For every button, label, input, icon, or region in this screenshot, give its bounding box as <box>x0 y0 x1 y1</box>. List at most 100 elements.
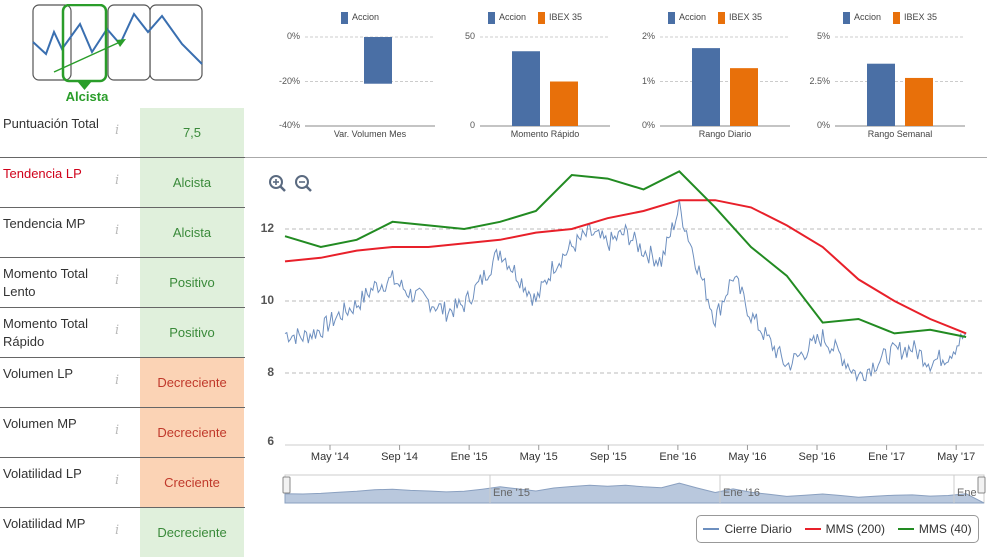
x-tick-label: Ene '15 <box>450 451 488 463</box>
series-line-0[interactable] <box>284 199 967 383</box>
info-icon[interactable]: i <box>115 273 120 288</box>
y-tick-label: 0% <box>816 120 830 130</box>
metric-value: Alcista <box>140 208 244 257</box>
legend-swatch <box>340 12 348 24</box>
chart-legend: Cierre Diario MMS (200) MMS (40) <box>696 515 979 543</box>
series-line-2[interactable] <box>284 170 967 338</box>
legend-item[interactable]: Accion <box>487 12 526 24</box>
info-icon[interactable]: i <box>115 223 120 238</box>
legend-item-mms40[interactable]: MMS (40) <box>897 522 972 536</box>
y-tick-label: -20% <box>278 75 300 86</box>
y-tick-label: 0% <box>286 31 300 41</box>
category-label: Rango Diario <box>698 129 752 139</box>
info-icon[interactable]: i <box>115 523 120 538</box>
metric-label: Volatilidad LP <box>3 466 82 481</box>
legend-item[interactable]: IBEX 35 <box>892 12 938 24</box>
metric-value: Positivo <box>140 258 244 307</box>
category-label: Var. Volumen Mes <box>333 129 407 139</box>
metric-value: Decreciente <box>140 508 244 557</box>
y-tick-label: 2% <box>641 31 655 41</box>
legend-line-swatch <box>897 528 914 530</box>
trend-label: Alcista <box>65 89 109 104</box>
metric-row: Volatilidad MP i Decreciente <box>0 508 245 558</box>
metric-value: Positivo <box>140 308 244 357</box>
navigator-area <box>284 482 985 504</box>
trend-logo <box>32 4 203 90</box>
bar[interactable] <box>512 51 540 126</box>
bar[interactable] <box>905 77 933 126</box>
metric-label: Momento Total Lento <box>3 266 89 299</box>
metric-label: Volatilidad MP <box>3 516 86 531</box>
legend-item[interactable]: Accion <box>667 12 706 24</box>
legend-label: Accion <box>351 12 379 23</box>
legend-label: IBEX 35 <box>903 12 938 23</box>
legend-swatch <box>717 12 725 24</box>
legend-swatch <box>842 12 850 24</box>
info-icon[interactable]: i <box>115 373 120 388</box>
mini-chart-legend: Accion IBEX 35 <box>445 12 625 24</box>
navigator-label: Ene '16 <box>723 487 760 499</box>
x-tick-label: Ene '17 <box>868 451 906 463</box>
bar[interactable] <box>364 37 392 84</box>
x-tick-label: Sep '15 <box>589 451 627 463</box>
info-icon[interactable]: i <box>115 173 120 188</box>
metric-value: Alcista <box>140 158 244 207</box>
legend-swatch <box>487 12 495 24</box>
mini-chart-legend: Accion IBEX 35 <box>625 12 805 24</box>
x-tick-label: Ene '16 <box>659 451 697 463</box>
metric-value: Creciente <box>140 458 244 507</box>
metric-row: Tendencia MP i Alcista <box>0 208 245 258</box>
legend-label-mms40: MMS (40) <box>918 522 972 536</box>
mini-chart-legend: Accion IBEX 35 <box>800 12 980 24</box>
series-line-1[interactable] <box>284 199 967 335</box>
navigator-handle-left[interactable] <box>282 476 291 494</box>
info-icon[interactable]: i <box>115 323 120 338</box>
info-icon[interactable]: i <box>115 473 120 488</box>
info-icon[interactable]: i <box>115 123 120 138</box>
main-price-chart: 12 10 8 6 May '14 Sep '14 Ene '15 May '15 Sep '1… <box>260 165 987 555</box>
navigator-handle-right[interactable] <box>977 476 986 494</box>
legend-label: IBEX 35 <box>728 12 763 23</box>
metric-value: Decreciente <box>140 358 244 407</box>
zoom-out-icon[interactable] <box>294 174 312 192</box>
y-tick-label: 8 <box>267 365 274 379</box>
legend-label: Accion <box>678 12 706 23</box>
metric-label: Tendencia MP <box>3 216 86 231</box>
mini-chart: Accion IBEX 35 5% 2.5% 0% Rango Semanal <box>800 0 980 150</box>
y-tick-label: 50 <box>464 31 475 41</box>
legend-swatch <box>537 12 545 24</box>
metric-label: Puntuación Total <box>3 116 99 131</box>
legend-item-cierre[interactable]: Cierre Diario <box>703 522 792 536</box>
bar[interactable] <box>730 68 758 126</box>
x-tick-label: Sep '16 <box>798 451 836 463</box>
legend-label: IBEX 35 <box>548 12 583 23</box>
y-tick-label: 0% <box>641 120 655 130</box>
legend-item[interactable]: IBEX 35 <box>537 12 583 24</box>
metric-row: Momento Total Lento i Positivo <box>0 258 245 308</box>
metric-label: Volumen MP <box>3 416 77 431</box>
x-tick-label: May '17 <box>937 451 976 463</box>
legend-line-swatch <box>703 528 720 530</box>
metric-value: Decreciente <box>140 408 244 457</box>
legend-item[interactable]: Accion <box>340 12 379 24</box>
zoom-in-icon[interactable] <box>268 174 286 192</box>
legend-item-mms200[interactable]: MMS (200) <box>804 522 886 536</box>
legend-item[interactable]: Accion <box>842 12 881 24</box>
legend-label-mms200: MMS (200) <box>825 522 886 536</box>
metric-row: Volatilidad LP i Creciente <box>0 458 245 508</box>
bar[interactable] <box>550 81 578 127</box>
metric-row: Volumen MP i Decreciente <box>0 408 245 458</box>
y-tick-label: 1% <box>641 75 655 86</box>
y-tick-label: 5% <box>816 31 830 41</box>
legend-item[interactable]: IBEX 35 <box>717 12 763 24</box>
x-tick-label: May '16 <box>728 451 767 463</box>
info-icon[interactable]: i <box>115 423 120 438</box>
bar[interactable] <box>867 63 895 126</box>
y-tick-label: 12 <box>260 221 274 235</box>
x-tick-label: May '15 <box>519 451 558 463</box>
legend-swatch <box>667 12 675 24</box>
left-panel: Alcista Puntuación Total i 7,5 Tendencia LP… <box>0 0 245 558</box>
metric-label: Volumen LP <box>3 366 74 381</box>
bar[interactable] <box>692 48 720 126</box>
y-tick-label: 6 <box>267 434 274 448</box>
